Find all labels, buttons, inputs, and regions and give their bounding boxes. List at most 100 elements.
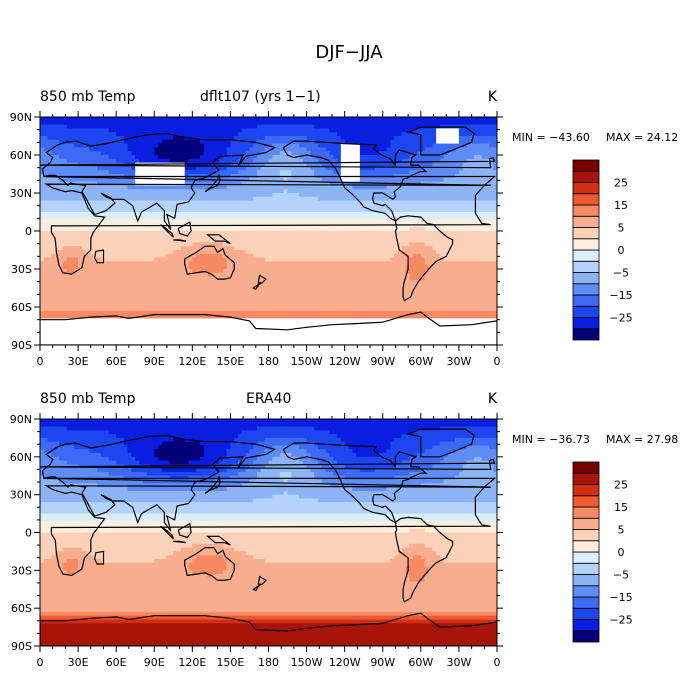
field-cell [386,132,391,137]
field-cell [276,250,281,255]
field-cell [169,250,174,255]
field-cell [489,231,494,236]
field-cell [211,208,216,213]
field-cell [139,136,144,141]
field-cell [104,143,110,148]
field-cell [329,227,334,232]
field-cell [165,242,171,247]
field-cell [348,120,353,126]
field-cell [382,124,388,129]
field-cell [180,219,186,224]
field-cell [188,257,193,262]
field-cell [356,166,361,171]
field-cell [161,200,167,205]
field-cell [306,136,311,141]
field-cell [180,212,186,217]
field-cell [409,185,414,190]
field-cell [302,120,308,126]
field-cell [264,231,270,236]
field-cell [158,269,163,274]
field-cell [59,196,64,202]
field-cell [462,128,468,133]
field-cell [207,117,212,122]
field-cell [439,208,445,213]
field-cell [394,132,399,137]
field-cell [352,155,357,160]
field-cell [333,177,338,183]
field-cell [436,132,441,137]
field-cell [493,158,497,164]
field-cell [302,219,308,224]
field-cell [401,227,407,232]
field-cell [173,196,178,202]
field-cell [375,200,380,205]
field-cell [104,196,110,202]
field-cell [215,170,220,175]
field-cell [493,143,497,148]
field-cell [466,166,471,171]
field-cell [150,212,155,217]
field-cell [359,234,365,240]
field-cell [81,166,87,171]
field-cell [455,212,460,217]
field-cell [401,132,407,137]
field-cell [139,227,144,232]
field-cell [199,272,205,278]
field-cell [192,124,197,129]
field-cell [238,227,243,232]
field-cell [154,253,159,259]
field-cell [199,261,205,266]
field-cell [222,231,228,236]
field-cell [390,189,395,194]
field-cell [192,238,197,243]
field-cell [135,227,140,232]
field-cell [409,227,414,232]
field-cell [352,250,357,255]
field-cell [207,181,212,186]
field-cell [333,132,338,137]
field-cell [424,155,430,160]
field-cell [100,177,106,183]
field-cell [180,189,186,194]
field-cell [146,166,152,171]
field-cell [318,257,323,262]
field-cell [238,147,243,152]
field-cell [257,246,262,251]
field-cell [108,166,113,171]
field-cell [481,189,487,194]
field-cell [177,253,182,259]
field-cell [135,136,140,141]
field-cell [196,204,201,209]
field-cell [447,234,452,240]
field-cell [180,234,186,240]
field-cell [173,227,178,232]
field-cell [428,185,433,190]
field-cell [340,120,346,126]
field-cell [207,250,212,255]
field-cell [116,139,121,145]
field-cell [302,151,308,156]
field-cell [188,204,193,209]
field-cell [356,204,361,209]
field-cell [382,177,388,183]
field-cell [382,185,388,190]
field-cell [436,269,441,274]
field-cell [378,120,384,126]
field-cell [245,200,251,205]
field-cell [386,193,391,198]
field-cell [131,170,136,175]
field-cell [367,253,372,259]
field-cell [81,124,87,129]
field-cell [359,155,365,160]
field-cell [378,128,384,133]
field-cell [70,242,75,247]
field-cell [59,136,64,141]
field-cell [150,185,155,190]
field-cell [443,143,449,148]
field-cell [390,200,395,205]
field-cell [158,155,163,160]
field-cell [302,269,308,274]
field-cell [302,177,308,183]
field-cell [173,253,178,259]
field-cell [390,185,395,190]
